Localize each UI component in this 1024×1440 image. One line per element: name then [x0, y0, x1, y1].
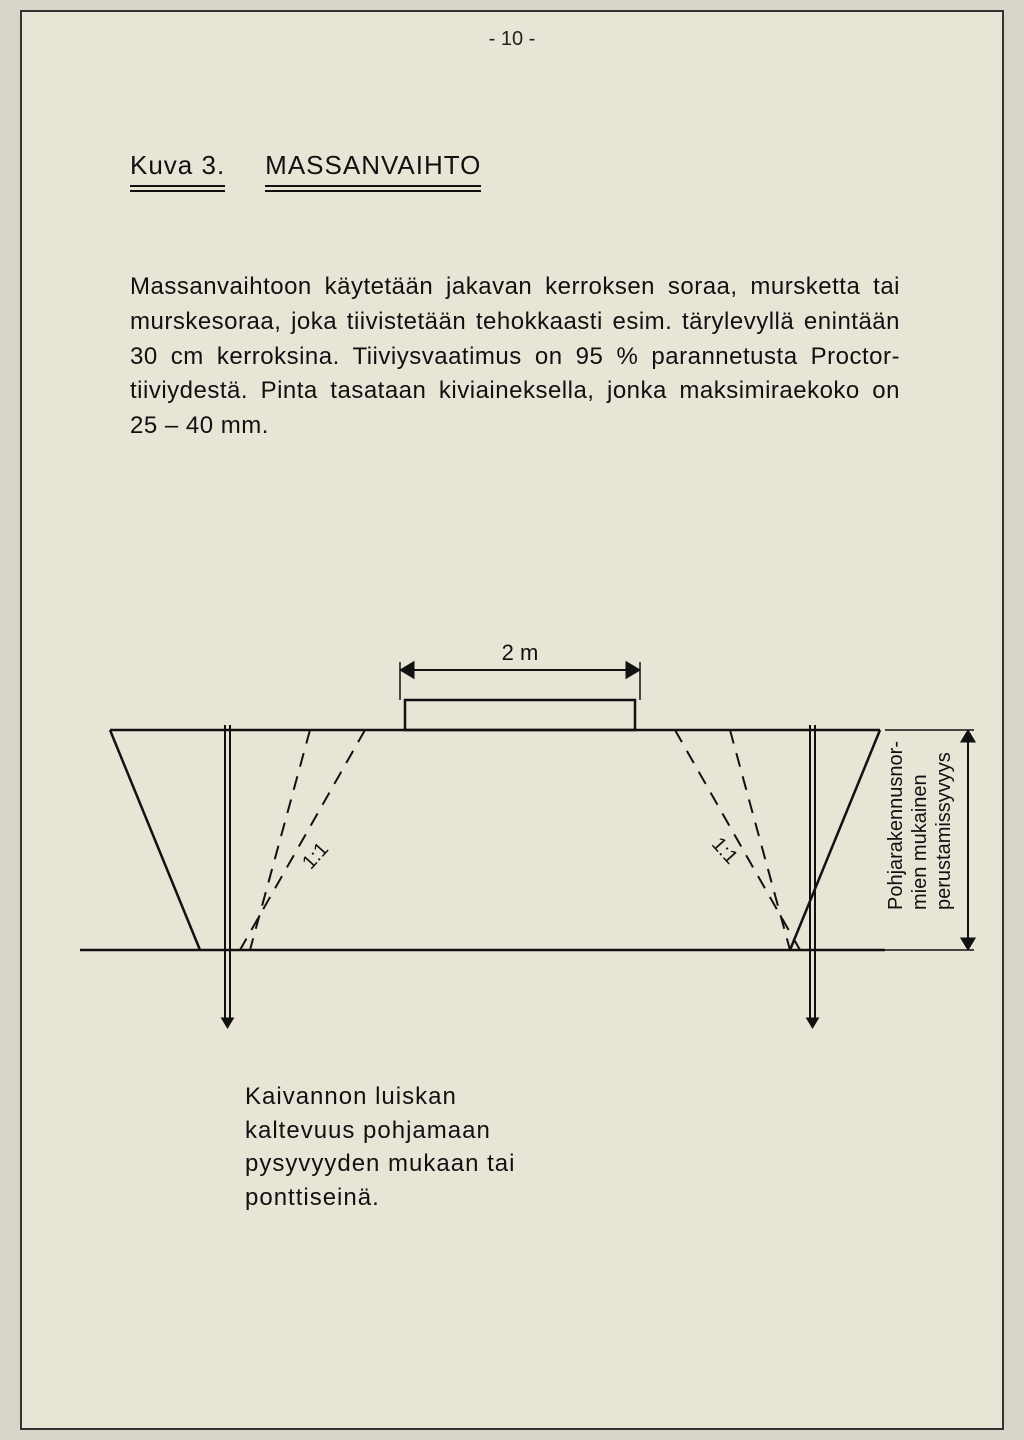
underline	[265, 185, 481, 187]
diagram-svg: 2 m1:11:1Pohjarakennusnor-mien mukainenp…	[50, 630, 990, 1110]
heading-row: Kuva 3. MASSANVAIHTO	[130, 150, 481, 192]
svg-text:perustamissyvyys: perustamissyvyys	[933, 752, 955, 910]
svg-text:Pohjarakennusnor-: Pohjarakennusnor-	[885, 741, 907, 910]
figure-number-block: Kuva 3.	[130, 150, 225, 192]
figure-title-block: MASSANVAIHTO	[265, 150, 481, 192]
diagram: 2 m1:11:1Pohjarakennusnor-mien mukainenp…	[50, 630, 990, 1110]
page-frame: - 10 - Kuva 3. MASSANVAIHTO Massanvaihto…	[20, 10, 1004, 1430]
body-paragraph: Massanvaihtoon käytetään jakavan kerroks…	[130, 270, 900, 444]
underline	[265, 190, 481, 192]
figure-number: Kuva 3.	[130, 150, 225, 181]
svg-text:2 m: 2 m	[502, 640, 539, 665]
diagram-caption: Kaivannon luiskan kaltevuus pohjamaan py…	[245, 1080, 565, 1214]
underline	[130, 185, 225, 187]
svg-text:mien mukainen: mien mukainen	[909, 774, 931, 910]
figure-title: MASSANVAIHTO	[265, 150, 481, 181]
svg-text:1:1: 1:1	[298, 838, 333, 873]
underline	[130, 190, 225, 192]
page-number: - 10 -	[20, 28, 1004, 51]
